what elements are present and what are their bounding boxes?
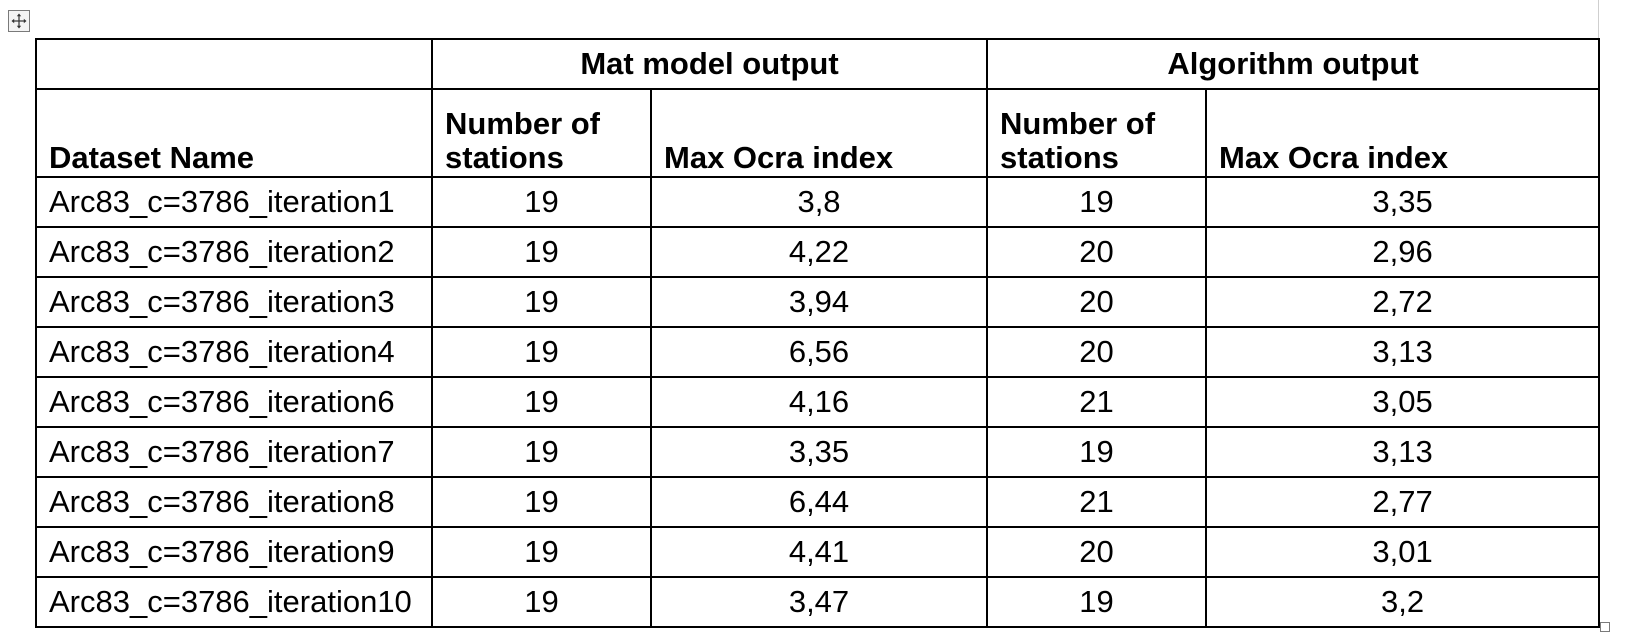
table-row: Arc83_c=3786_iteration10 19 3,47 19 3,2 (35, 576, 1601, 628)
alg-stations-cell: 20 (986, 276, 1208, 328)
dataset-name-cell: Arc83_c=3786_iteration8 (35, 476, 433, 528)
alg-ocra-cell: 3,05 (1205, 376, 1601, 428)
table-row: Arc83_c=3786_iteration1 19 3,8 19 3,35 (35, 176, 1601, 228)
mat-model-group-header: Mat model output (430, 38, 989, 90)
table-row: Arc83_c=3786_iteration7 19 3,35 19 3,13 (35, 426, 1601, 478)
alg-ocra-cell: 2,77 (1205, 476, 1601, 528)
mat-ocra-cell: 4,16 (649, 376, 989, 428)
alg-stations-cell: 19 (986, 576, 1208, 628)
mat-stations-cell: 19 (431, 176, 652, 228)
mat-ocra-cell: 3,47 (649, 576, 989, 628)
alg-stations-cell: 20 (986, 226, 1208, 278)
dataset-name-cell: Arc83_c=3786_iteration3 (35, 276, 433, 328)
alg-ocra-cell: 3,35 (1205, 176, 1601, 228)
empty-corner-cell (35, 38, 433, 90)
dataset-name-cell: Arc83_c=3786_iteration6 (35, 376, 433, 428)
table-resize-handle[interactable] (1600, 622, 1610, 632)
mat-ocra-header: Max Ocra index (649, 88, 989, 178)
mat-stations-cell: 19 (431, 476, 652, 528)
alg-ocra-cell: 2,96 (1205, 226, 1601, 278)
move-arrows-icon (11, 13, 27, 29)
alg-ocra-cell: 3,13 (1205, 326, 1601, 378)
mat-stations-cell: 19 (431, 426, 652, 478)
dataset-name-cell: Arc83_c=3786_iteration10 (35, 576, 433, 628)
alg-ocra-cell: 3,13 (1205, 426, 1601, 478)
column-header-row: Dataset Name Number of stations Max Ocra… (35, 88, 1601, 178)
mat-stations-cell: 19 (431, 526, 652, 578)
dataset-name-cell: Arc83_c=3786_iteration7 (35, 426, 433, 478)
mat-stations-cell: 19 (431, 226, 652, 278)
alg-ocra-header: Max Ocra index (1205, 88, 1601, 178)
mat-stations-cell: 19 (431, 576, 652, 628)
mat-stations-cell: 19 (431, 276, 652, 328)
mat-stations-cell: 19 (431, 376, 652, 428)
dataset-name-cell: Arc83_c=3786_iteration2 (35, 226, 433, 278)
alg-stations-cell: 20 (986, 526, 1208, 578)
mat-ocra-cell: 4,41 (649, 526, 989, 578)
alg-stations-cell: 19 (986, 176, 1208, 228)
alg-ocra-cell: 2,72 (1205, 276, 1601, 328)
mat-ocra-cell: 4,22 (649, 226, 989, 278)
table-row: Arc83_c=3786_iteration4 19 6,56 20 3,13 (35, 326, 1601, 378)
table-row: Arc83_c=3786_iteration2 19 4,22 20 2,96 (35, 226, 1601, 278)
alg-ocra-cell: 3,2 (1205, 576, 1601, 628)
mat-ocra-cell: 3,35 (649, 426, 989, 478)
mat-ocra-cell: 3,94 (649, 276, 989, 328)
alg-stations-cell: 21 (986, 376, 1208, 428)
table-row: Arc83_c=3786_iteration9 19 4,41 20 3,01 (35, 526, 1601, 578)
alg-stations-header: Number of stations (986, 88, 1208, 178)
table-move-handle[interactable] (8, 10, 30, 32)
dataset-name-header: Dataset Name (35, 88, 433, 178)
alg-stations-cell: 20 (986, 326, 1208, 378)
data-table: Mat model output Algorithm output Datase… (35, 38, 1601, 628)
mat-stations-cell: 19 (431, 326, 652, 378)
dataset-name-cell: Arc83_c=3786_iteration1 (35, 176, 433, 228)
dataset-name-cell: Arc83_c=3786_iteration9 (35, 526, 433, 578)
alg-ocra-cell: 3,01 (1205, 526, 1601, 578)
group-header-row: Mat model output Algorithm output (35, 38, 1601, 90)
alg-stations-cell: 21 (986, 476, 1208, 528)
mat-stations-header: Number of stations (431, 88, 652, 178)
mat-ocra-cell: 6,44 (649, 476, 989, 528)
table-row: Arc83_c=3786_iteration8 19 6,44 21 2,77 (35, 476, 1601, 528)
mat-ocra-cell: 6,56 (649, 326, 989, 378)
table-row: Arc83_c=3786_iteration3 19 3,94 20 2,72 (35, 276, 1601, 328)
alg-stations-cell: 19 (986, 426, 1208, 478)
dataset-name-cell: Arc83_c=3786_iteration4 (35, 326, 433, 378)
mat-ocra-cell: 3,8 (649, 176, 989, 228)
algorithm-group-header: Algorithm output (986, 38, 1601, 90)
table-row: Arc83_c=3786_iteration6 19 4,16 21 3,05 (35, 376, 1601, 428)
